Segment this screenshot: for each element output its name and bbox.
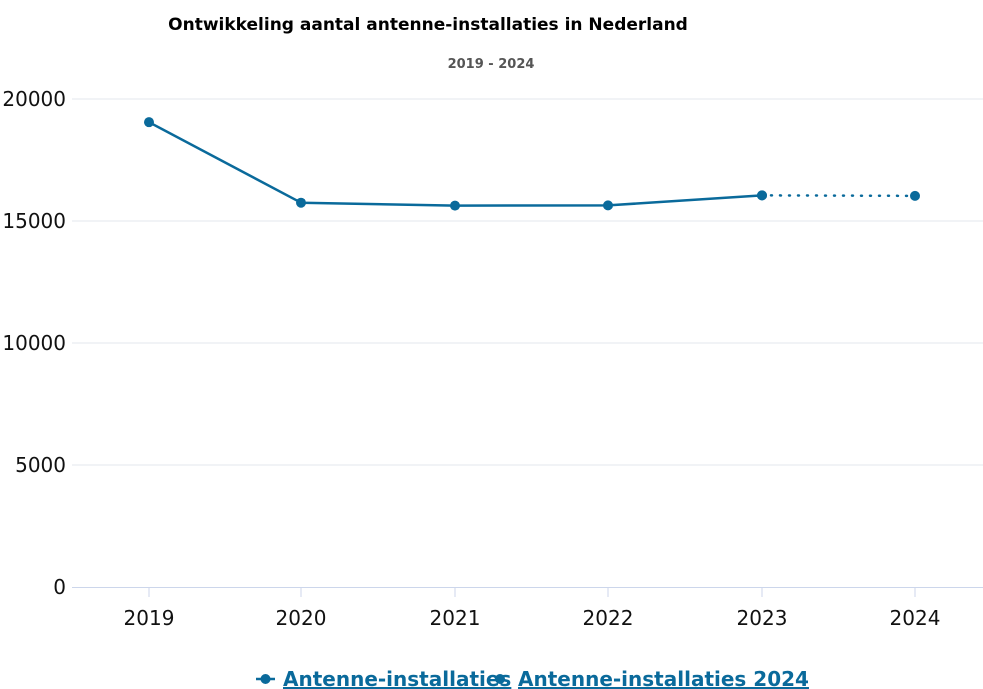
y-axis-ticks: 0 5000 10000 15000 20000 xyxy=(2,87,66,599)
data-point-0-2020[interactable] xyxy=(296,197,306,208)
legend-item-1[interactable]: Antenne-installaties 2024 xyxy=(518,667,809,689)
x-tick-label-2022: 2022 xyxy=(583,606,634,630)
data-point-0-2021[interactable] xyxy=(450,200,460,211)
data-point-1-2023[interactable] xyxy=(757,190,767,201)
y-tick-label-10000: 10000 xyxy=(2,331,66,355)
x-tick-label-2019: 2019 xyxy=(124,606,175,630)
data-point-1-2024[interactable] xyxy=(910,190,920,201)
series-group xyxy=(144,117,920,211)
legend-item-0[interactable]: Antenne-installaties xyxy=(283,667,511,689)
chart-title: Ontwikkeling aantal antenne-installaties… xyxy=(168,15,688,35)
legend-symbol-marker-0[interactable] xyxy=(260,674,271,684)
y-tick-label-5000: 5000 xyxy=(15,453,66,477)
x-tick-label-2020: 2020 xyxy=(276,606,327,630)
legend[interactable]: Antenne-installaties Antenne-installaties… xyxy=(256,667,809,689)
gridlines xyxy=(72,98,983,466)
data-point-0-2022[interactable] xyxy=(603,200,613,211)
y-tick-label-15000: 15000 xyxy=(2,209,66,233)
x-tick-label-2023: 2023 xyxy=(737,606,788,630)
y-tick-label-20000: 20000 xyxy=(2,87,66,111)
series-line-0 xyxy=(147,120,764,207)
x-axis: 2019 2020 2021 2022 2023 2024 xyxy=(72,587,983,630)
legend-symbol-marker-1[interactable] xyxy=(495,674,505,684)
x-tick-label-2024: 2024 xyxy=(890,606,941,630)
y-tick-label-0: 0 xyxy=(53,575,66,599)
data-point-0-2019[interactable] xyxy=(144,117,154,128)
x-tick-label-2021: 2021 xyxy=(430,606,481,630)
chart-subtitle: 2019 - 2024 xyxy=(448,57,535,72)
